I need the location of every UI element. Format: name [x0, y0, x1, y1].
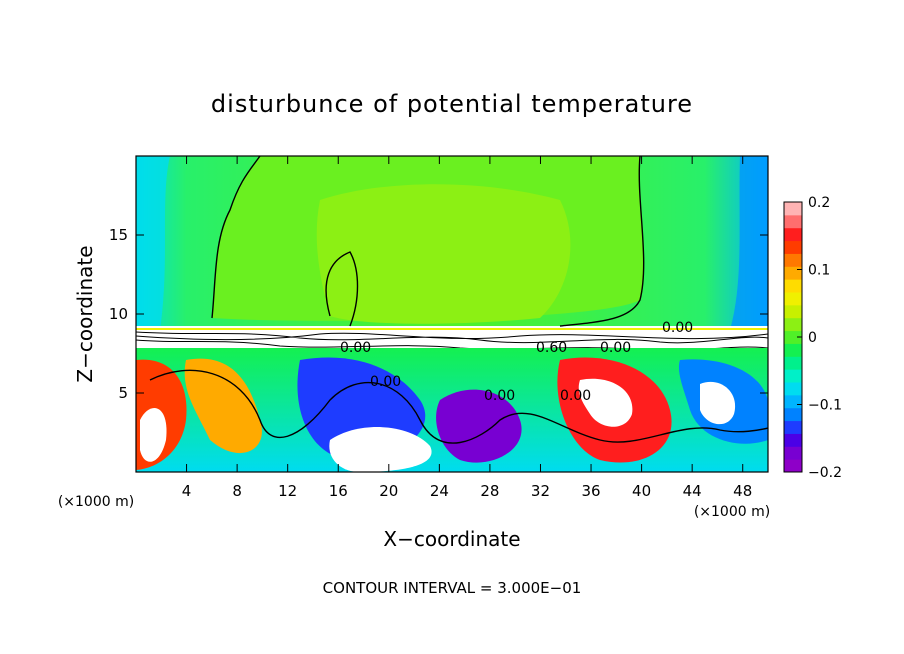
- colorbar-segment: [784, 227, 802, 242]
- colorbar-segment: [784, 446, 802, 460]
- colorbar-tick-label: −0.2: [808, 465, 842, 481]
- colorbar-segment: [784, 382, 802, 396]
- colorbar-segment: [784, 420, 802, 434]
- colorbar-segment: [784, 279, 802, 293]
- x-tick-label: 40: [632, 482, 651, 500]
- contour-labels: 0.00 0.00 0.00 0.00 0.60 0.00 0.00: [340, 320, 693, 404]
- colorbar-segment: [784, 459, 802, 473]
- y-axis-label: Z−coordinate: [73, 245, 97, 382]
- contour-label: 0.00: [662, 320, 693, 336]
- field-orange-eddy-left: [184, 358, 262, 454]
- colorbar-segment: [784, 292, 802, 306]
- y-tick-label: 15: [109, 226, 128, 244]
- x-tick-label: 8: [232, 482, 242, 500]
- colorbar-segment: [784, 433, 802, 447]
- colorbar-segment: [784, 214, 802, 229]
- colorbar-segment: [784, 240, 802, 254]
- contour-label: 0.00: [484, 388, 515, 404]
- y-axis-ticks: 5 10 15: [109, 226, 768, 402]
- colorbar-ticks: 0.2 0.1 0 −0.1 −0.2: [797, 195, 842, 481]
- colorbar-segment: [784, 253, 802, 267]
- x-tick-label: 36: [581, 482, 600, 500]
- colorbar-segment: [784, 369, 802, 383]
- field-upper-core: [316, 184, 571, 324]
- colorbar-tick-label: −0.1: [808, 398, 842, 414]
- contour-label: 0.60: [536, 340, 567, 356]
- field-white-eddy-right: [578, 378, 633, 427]
- contour-label: 0.00: [340, 340, 371, 356]
- footer-contour-interval: CONTOUR INTERVAL = 3.000E−01: [323, 579, 582, 597]
- colorbar-segment: [784, 202, 802, 216]
- contour-label: 0.00: [370, 374, 401, 390]
- heatmap-field: [136, 156, 768, 472]
- y-tick-label: 5: [118, 384, 128, 402]
- y-tick-label: 10: [109, 305, 128, 323]
- colorbar-segment: [784, 304, 802, 319]
- x-axis-ticks: 4 8 12 16 20 24 28 32 36 40 44 48: [182, 156, 752, 500]
- colorbar-segment: [784, 343, 802, 357]
- field-left-cool: [136, 156, 170, 330]
- x-tick-label: 32: [531, 482, 550, 500]
- colorbar-segment: [784, 330, 802, 344]
- field-purple-eddy: [436, 389, 522, 463]
- colorbar-tick-label: 0: [808, 330, 817, 346]
- colorbar-segment: [784, 266, 802, 280]
- colorbar-tick-label: 0.1: [808, 263, 830, 279]
- field-white-eddy-center: [329, 427, 432, 472]
- x-tick-label: 28: [480, 482, 499, 500]
- field-contours-lower: [149, 156, 768, 444]
- colorbar-tick-label: 0.2: [808, 195, 830, 211]
- field-white-eddy-far-right: [700, 381, 736, 425]
- x-unit-left: (×1000 m): [58, 494, 134, 510]
- contour-label: 0.00: [560, 388, 591, 404]
- x-unit-right: (×1000 m): [694, 504, 770, 520]
- colorbar-segment: [784, 394, 802, 409]
- colorbar-segment: [784, 317, 802, 332]
- chart-title: disturbunce of potential temperature: [211, 90, 693, 118]
- x-tick-label: 44: [683, 482, 702, 500]
- field-inversion-band: [136, 326, 768, 348]
- x-tick-label: 48: [733, 482, 752, 500]
- field-right-cool: [730, 156, 768, 330]
- colorbar-segment: [784, 407, 802, 422]
- x-axis-label: X−coordinate: [383, 527, 520, 551]
- x-tick-label: 20: [379, 482, 398, 500]
- field-white-eddy-left: [140, 408, 167, 462]
- colorbar: [783, 201, 803, 473]
- x-tick-label: 12: [278, 482, 297, 500]
- x-tick-label: 24: [430, 482, 449, 500]
- x-tick-label: 4: [182, 482, 192, 500]
- colorbar-segment: [784, 356, 802, 370]
- x-tick-label: 16: [329, 482, 348, 500]
- contour-label: 0.00: [600, 340, 631, 356]
